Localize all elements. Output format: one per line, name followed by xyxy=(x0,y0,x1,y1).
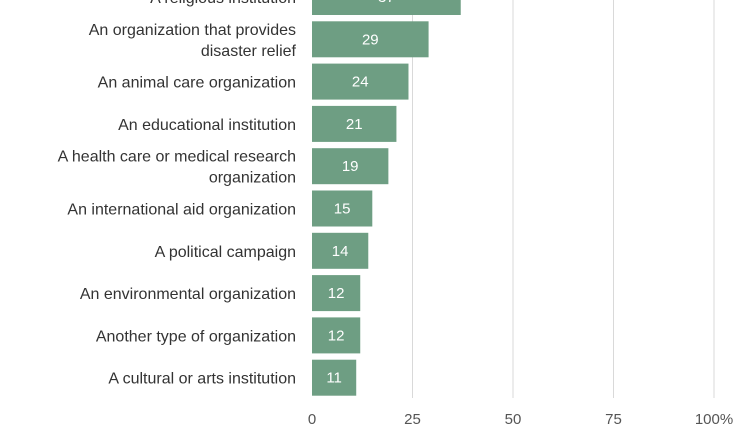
value-label-2: 24 xyxy=(352,74,369,91)
category-label-5: An international aid organization xyxy=(67,202,296,219)
bar-2 xyxy=(312,63,409,100)
x-tick-label-0: 0 xyxy=(308,411,316,426)
bars xyxy=(312,0,461,396)
value-label-7: 12 xyxy=(328,285,345,302)
category-label-2: An animal care organization xyxy=(98,75,296,92)
category-labels: A religious institution An organization t… xyxy=(58,0,297,388)
gridlines xyxy=(412,0,715,398)
category-label-7: An environmental organization xyxy=(80,286,296,303)
category-label-4: A health care or medical research organiz… xyxy=(58,149,296,187)
value-label-1: 29 xyxy=(362,31,379,48)
value-label-0: 37 xyxy=(378,0,395,6)
x-tick-label-50: 50 xyxy=(505,411,522,426)
bar-9 xyxy=(312,359,357,396)
category-label-9: A cultural or arts institution xyxy=(108,371,296,388)
value-label-3: 21 xyxy=(346,116,363,133)
category-label-6: A political campaign xyxy=(155,244,296,261)
category-label-0: A religious institution xyxy=(150,0,296,7)
value-label-5: 15 xyxy=(334,201,351,218)
value-label-4: 19 xyxy=(342,158,359,175)
value-labels: 37 29 24 21 19 15 14 12 12 11 xyxy=(326,0,394,387)
bar-0 xyxy=(312,0,461,15)
x-tick-label-25: 25 xyxy=(404,411,421,426)
value-label-6: 14 xyxy=(332,243,349,260)
bar-6 xyxy=(312,232,369,269)
x-tick-label-75: 75 xyxy=(605,411,622,426)
category-label-3: An educational institution xyxy=(118,117,296,134)
bar-1 xyxy=(312,21,429,58)
bar-8 xyxy=(312,317,361,354)
bar-3 xyxy=(312,105,397,142)
category-label-1: An organization that provides disaster re… xyxy=(89,22,297,60)
bar-7 xyxy=(312,275,361,312)
bar-5 xyxy=(312,190,373,227)
category-label-8: Another type of organization xyxy=(96,328,296,345)
bar-4 xyxy=(312,148,389,185)
value-label-8: 12 xyxy=(328,327,345,344)
x-axis-ticks: 0 25 50 75 100% xyxy=(308,411,733,426)
value-label-9: 11 xyxy=(326,370,342,387)
x-tick-label-100: 100% xyxy=(695,411,733,426)
